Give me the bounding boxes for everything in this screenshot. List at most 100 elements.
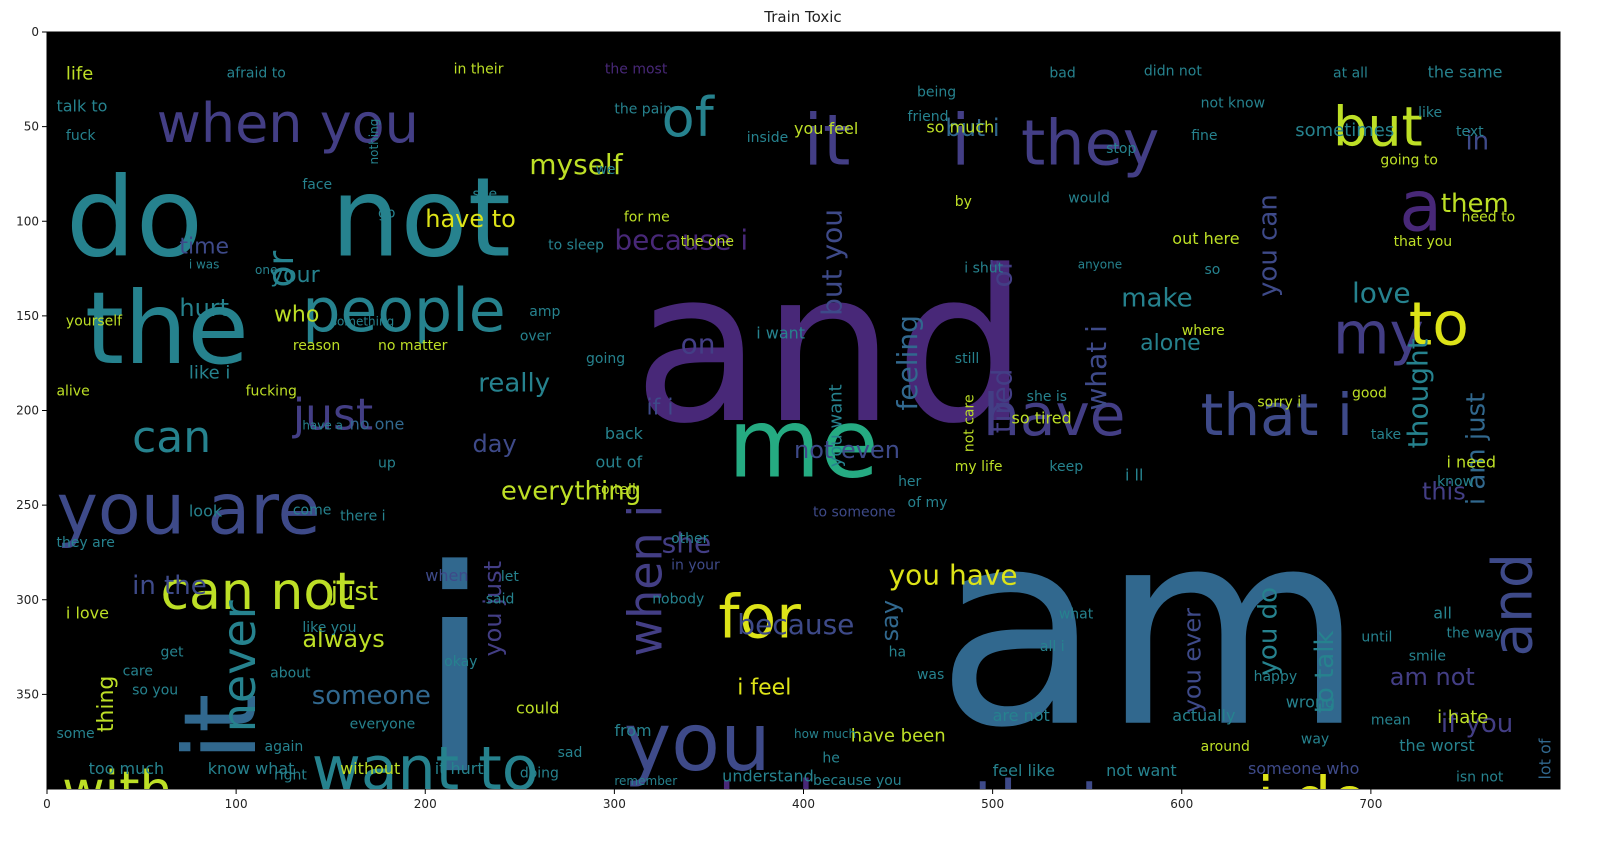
word-85: too much <box>89 759 165 778</box>
y-tick-label: 50 <box>24 120 39 134</box>
word-151: at all <box>1333 65 1368 81</box>
word-131: for me <box>624 209 670 225</box>
word-156: see <box>473 187 498 203</box>
word-19: to <box>1409 289 1469 359</box>
x-tick-label: 100 <box>225 797 248 811</box>
word-21: can not <box>160 562 355 622</box>
word-192: have a <box>302 418 343 432</box>
word-2: i <box>416 511 494 837</box>
word-132: not care <box>962 394 978 452</box>
word-81: you ever <box>1179 608 1207 713</box>
word-117: fucking <box>246 383 297 399</box>
word-134: keep <box>1049 459 1083 475</box>
tick-layer: 0 100 200 300 400 500 600 700 0 50 100 150 200 250 300… <box>16 25 1382 811</box>
word-7: when you <box>157 92 419 155</box>
word-13: people <box>302 276 505 346</box>
word-168: nobody <box>652 592 704 608</box>
word-75: if you <box>1441 709 1513 739</box>
word-124: need to <box>1462 209 1516 225</box>
word-150: stop <box>1106 141 1136 157</box>
word-99: reason <box>293 338 340 354</box>
word-169: said <box>486 592 515 608</box>
x-tick-label: 200 <box>414 797 437 811</box>
word-3: do <box>66 153 203 281</box>
word-161: mean <box>1371 713 1411 729</box>
x-tick-label: 400 <box>792 797 815 811</box>
x-tick-label: 300 <box>603 797 626 811</box>
word-167: other <box>671 531 709 547</box>
word-12: but <box>1333 96 1423 159</box>
word-38: have to <box>425 205 516 233</box>
word-175: right <box>274 768 307 784</box>
word-46: day <box>473 430 517 458</box>
word-128: inside <box>747 130 788 146</box>
word-143: doing <box>520 766 559 782</box>
word-190: amp <box>529 304 560 320</box>
word-5: the <box>85 270 249 387</box>
word-137: when <box>425 566 468 585</box>
word-210: the most <box>605 62 668 78</box>
word-154: nothing <box>367 119 381 165</box>
word-133: my life <box>955 459 1003 475</box>
word-163: still <box>955 351 979 367</box>
word-93: i hate <box>1437 707 1488 728</box>
word-62: make <box>1121 283 1192 313</box>
word-160: happy <box>1254 669 1298 685</box>
word-60: tired <box>986 369 1019 434</box>
word-135: i ll <box>1125 466 1143 485</box>
word-183: one <box>255 263 277 277</box>
word-74: so much <box>926 117 994 136</box>
word-205: fine <box>1191 128 1217 144</box>
word-125: that you <box>1394 234 1453 250</box>
word-136: to someone <box>813 504 896 520</box>
word-63: alone <box>1140 331 1201 356</box>
word-10: i <box>951 99 970 181</box>
word-30: with <box>62 761 172 821</box>
word-162: way <box>1301 732 1329 748</box>
word-109: actually <box>1172 706 1235 725</box>
word-199: i shut <box>964 260 1003 276</box>
word-55: you just <box>479 561 507 657</box>
word-121: good <box>1352 385 1387 401</box>
word-187: come <box>293 503 332 519</box>
word-53: in the <box>132 571 207 601</box>
word-33: and <box>1481 553 1545 656</box>
word-129: the pain <box>614 101 672 117</box>
y-tick-label: 350 <box>16 687 39 701</box>
y-tick-label: 100 <box>16 214 39 228</box>
word-173: some <box>56 726 94 742</box>
word-176: sad <box>558 745 583 761</box>
word-90: not want <box>1106 761 1177 780</box>
word-77: this <box>1422 477 1466 505</box>
word-82: i feel <box>737 675 791 700</box>
word-89: feel like <box>993 761 1055 780</box>
word-106: look <box>189 501 223 520</box>
word-40: really <box>478 369 550 399</box>
word-35: you have <box>889 559 1018 592</box>
word-141: all <box>1433 604 1452 623</box>
word-185: fuck <box>66 128 96 144</box>
word-80: say <box>876 600 904 641</box>
word-69: them <box>1441 189 1509 219</box>
word-6: it <box>162 694 279 761</box>
word-107: i love <box>66 604 109 623</box>
word-45: or <box>261 250 302 287</box>
word-26: want to <box>312 734 539 804</box>
word-164: by <box>955 194 972 210</box>
word-70: in <box>1465 126 1489 156</box>
word-142: around <box>1201 739 1250 755</box>
word-95: talk to <box>56 96 107 115</box>
word-29: i do <box>1257 764 1368 834</box>
word-88: it hurt <box>435 759 484 778</box>
word-101: like i <box>189 362 231 383</box>
word-115: okay <box>444 654 477 670</box>
word-149: lot of <box>1536 738 1555 779</box>
word-138: in your <box>671 557 720 573</box>
word-139: they are <box>56 535 114 551</box>
word-110: are not <box>993 706 1050 725</box>
word-126: going to <box>1380 152 1438 168</box>
word-157: we <box>595 162 615 178</box>
word-118: alive <box>56 383 89 399</box>
word-194: her <box>898 474 921 490</box>
word-32: when i <box>619 505 673 657</box>
